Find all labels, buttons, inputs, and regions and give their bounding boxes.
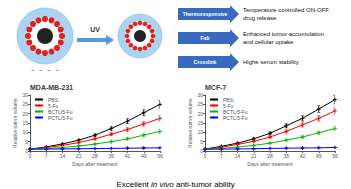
svg-text:Temperature controlled ON-OFF: Temperature controlled ON-OFF	[243, 7, 329, 13]
svg-text:21: 21	[251, 153, 257, 159]
svg-text:30: 30	[22, 92, 28, 98]
svg-text:PBS: PBS	[48, 96, 58, 103]
svg-text:20: 20	[197, 111, 203, 117]
svg-text:49: 49	[316, 153, 322, 159]
svg-text:14: 14	[235, 153, 241, 159]
svg-text:56: 56	[332, 153, 338, 159]
svg-text:30: 30	[197, 92, 203, 98]
svg-text:Fab: Fab	[201, 35, 210, 41]
svg-text:20: 20	[22, 111, 28, 117]
svg-text:35: 35	[108, 153, 114, 159]
svg-text:7: 7	[45, 153, 48, 159]
svg-text:Days after treatment: Days after treatment	[72, 161, 118, 167]
svg-text:drug release: drug release	[243, 15, 277, 21]
svg-text:Enhanced tumor accumulation: Enhanced tumor accumulation	[243, 31, 324, 37]
svg-text:~: ~	[47, 67, 51, 73]
svg-text:MDA-MB-231: MDA-MB-231	[30, 84, 73, 91]
svg-text:~: ~	[31, 67, 35, 73]
svg-text:25: 25	[22, 101, 28, 107]
svg-text:PCTL/5-Fu: PCTL/5-Fu	[48, 115, 73, 121]
svg-text:0: 0	[25, 148, 28, 154]
svg-text:25: 25	[197, 101, 203, 107]
svg-text:5: 5	[25, 139, 28, 145]
svg-text:in vivo: in vivo	[151, 180, 174, 189]
svg-text:42: 42	[125, 153, 131, 159]
svg-text:0: 0	[200, 148, 203, 154]
svg-text:Days after treatment: Days after treatment	[247, 161, 293, 167]
svg-text:10: 10	[197, 129, 203, 135]
svg-text:Excellent: Excellent	[116, 180, 151, 189]
svg-text:UV: UV	[90, 26, 100, 33]
svg-text:0: 0	[29, 153, 32, 159]
svg-text:Relative tumor volume: Relative tumor volume	[187, 98, 193, 148]
svg-text:BCTL/5-Fu: BCTL/5-Fu	[223, 108, 248, 115]
svg-text:PCTL/5-Fu: PCTL/5-Fu	[223, 115, 248, 121]
svg-text:42: 42	[300, 153, 306, 159]
svg-text:14: 14	[60, 153, 66, 159]
svg-text:15: 15	[197, 120, 203, 126]
svg-text:5: 5	[200, 139, 203, 145]
svg-text:MCF-7: MCF-7	[205, 84, 226, 91]
svg-text:5-Fu: 5-Fu	[223, 102, 234, 109]
svg-text:~: ~	[55, 67, 59, 73]
svg-text:Crosslink: Crosslink	[194, 59, 217, 65]
svg-text:28: 28	[92, 153, 98, 159]
svg-text:28: 28	[267, 153, 273, 159]
svg-text:35: 35	[283, 153, 289, 159]
svg-text:5-Fu: 5-Fu	[48, 102, 59, 109]
svg-text:10: 10	[22, 129, 28, 135]
svg-text:49: 49	[141, 153, 147, 159]
svg-text:Highe serum stability: Highe serum stability	[243, 59, 299, 65]
svg-text:21: 21	[76, 153, 82, 159]
svg-text:PBS: PBS	[223, 96, 233, 103]
svg-text:15: 15	[22, 120, 28, 126]
svg-text:56: 56	[157, 153, 163, 159]
svg-text:and cellular uptake: and cellular uptake	[243, 39, 294, 45]
svg-text:Relative tumor volume: Relative tumor volume	[12, 98, 18, 148]
svg-text:0: 0	[204, 153, 207, 159]
svg-text:BCTL/5-Fu: BCTL/5-Fu	[48, 108, 73, 115]
svg-text:Thermoresponsive: Thermoresponsive	[183, 11, 228, 17]
svg-text:7: 7	[220, 153, 223, 159]
svg-text:anti-tumor ability: anti-tumor ability	[174, 180, 235, 189]
svg-text:~: ~	[39, 67, 43, 73]
